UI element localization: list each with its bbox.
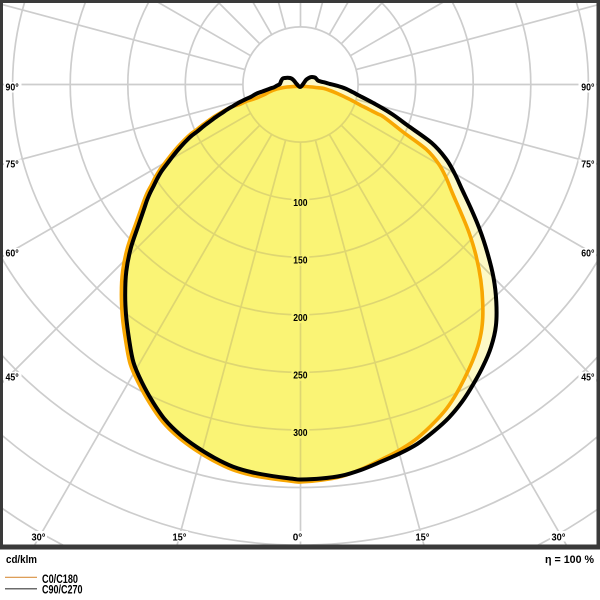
svg-text:15°: 15° (416, 533, 430, 544)
svg-text:cd/klm: cd/klm (6, 554, 37, 566)
svg-text:45°: 45° (581, 372, 594, 383)
svg-text:η = 100 %: η = 100 % (545, 554, 594, 566)
svg-text:100: 100 (293, 198, 308, 209)
svg-text:200: 200 (293, 313, 308, 324)
svg-text:30°: 30° (32, 533, 46, 544)
svg-text:250: 250 (293, 371, 308, 382)
svg-text:60°: 60° (6, 248, 19, 259)
svg-text:75°: 75° (6, 160, 19, 171)
svg-text:C0/C180: C0/C180 (42, 572, 78, 586)
svg-text:75°: 75° (581, 160, 594, 171)
svg-text:90°: 90° (581, 82, 594, 93)
svg-text:60°: 60° (581, 248, 594, 259)
svg-text:300: 300 (293, 428, 308, 439)
svg-text:0°: 0° (293, 533, 303, 544)
svg-text:30°: 30° (552, 533, 566, 544)
svg-text:C90/C270: C90/C270 (42, 583, 83, 597)
svg-text:15°: 15° (173, 533, 187, 544)
svg-text:150: 150 (293, 255, 308, 266)
svg-text:45°: 45° (6, 372, 19, 383)
svg-text:90°: 90° (6, 82, 19, 93)
